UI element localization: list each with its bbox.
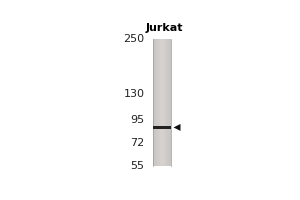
Text: 55: 55 — [130, 161, 145, 171]
Text: 250: 250 — [123, 34, 145, 44]
Bar — [153, 126, 171, 129]
Text: 130: 130 — [124, 89, 145, 99]
Polygon shape — [173, 124, 181, 131]
Text: 95: 95 — [130, 115, 145, 125]
Text: Jurkat: Jurkat — [146, 23, 183, 33]
Text: 72: 72 — [130, 138, 145, 148]
